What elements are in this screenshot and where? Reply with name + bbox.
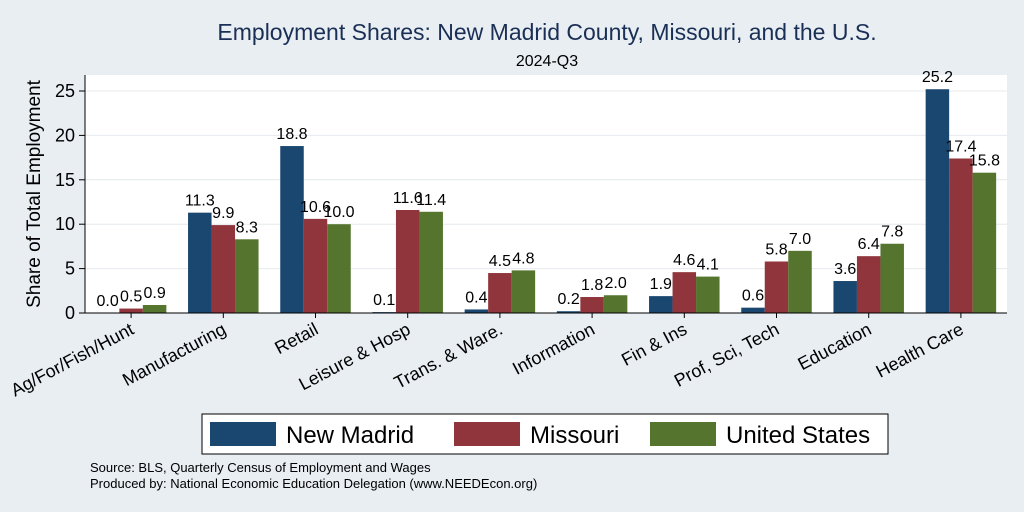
legend: New Madrid Missouri United States (201, 413, 889, 455)
data-label: 0.1 (373, 292, 395, 309)
category-label: Prof, Sci, Tech (671, 319, 783, 391)
bar (741, 307, 765, 313)
category-label: Education (794, 319, 874, 374)
data-label: 3.6 (834, 261, 856, 278)
data-label: 5.8 (765, 241, 787, 258)
bar (488, 273, 512, 313)
bar (833, 281, 857, 313)
data-labels: 0.0 0.5 0.9 11.39.98.3 18.8 10.610.0 0.1 11.611… (96, 69, 1000, 310)
data-label: 17.4 (945, 138, 976, 155)
y-tick-label: 15 (55, 170, 75, 190)
bar (856, 256, 881, 313)
legend-items: New Madrid Missouri United States (210, 422, 870, 449)
data-label: 0.6 (742, 288, 764, 305)
category-label: Information (509, 319, 598, 379)
bar (925, 89, 950, 313)
y-tick-label: 0 (65, 303, 75, 323)
bar (395, 209, 420, 313)
bar (649, 296, 673, 313)
data-label: 0.4 (465, 289, 487, 306)
bar (556, 311, 581, 313)
legend-label: New Madrid (286, 422, 414, 449)
data-label: 11.4 (416, 192, 446, 209)
bar (119, 308, 143, 313)
data-label: 4.8 (512, 250, 534, 267)
legend-label: Missouri (530, 422, 619, 449)
data-label: 6.4 (858, 236, 880, 253)
bar (142, 305, 167, 313)
category-label: Health Care (873, 319, 967, 382)
category-label: Manufacturing (119, 319, 229, 390)
data-label: 4.5 (489, 253, 511, 270)
category-label: Ag/For/Fish/Hunt (7, 319, 137, 401)
bar (672, 272, 697, 313)
y-tick-label: 10 (55, 214, 75, 234)
bar (419, 211, 443, 313)
data-label: 18.8 (276, 126, 307, 143)
chart-subtitle: 2024-Q3 (516, 53, 578, 70)
data-label: 7.0 (789, 231, 811, 248)
bar (464, 309, 489, 313)
source-note: Source: BLS, Quarterly Census of Employm… (90, 460, 431, 475)
data-label: 4.1 (697, 257, 719, 274)
data-label: 11.6 (393, 190, 423, 207)
bar (949, 158, 973, 313)
data-label: 25.2 (922, 69, 953, 86)
data-label: 1.8 (581, 277, 603, 294)
legend-swatch (454, 422, 520, 446)
data-label: 2.0 (604, 275, 626, 292)
bar (696, 276, 720, 313)
data-label: 1.9 (650, 276, 672, 293)
data-label: 0.5 (120, 289, 142, 306)
bar (603, 295, 628, 313)
bars (119, 89, 997, 313)
bar (303, 218, 328, 313)
legend-swatch (650, 422, 716, 446)
legend-swatch (210, 422, 276, 446)
bar (511, 270, 536, 313)
chart-title: Employment Shares: New Madrid County, Mi… (217, 19, 876, 45)
data-label: 4.6 (673, 252, 695, 269)
bar (764, 261, 789, 313)
producer-note: Produced by: National Economic Education… (90, 476, 537, 491)
bar (580, 297, 604, 313)
data-label: 10.6 (300, 199, 331, 216)
legend-box (201, 413, 889, 455)
y-axis-label: Share of Total Employment (24, 79, 45, 307)
bar (188, 212, 212, 313)
data-label: 8.3 (236, 219, 258, 236)
y-tick-label: 20 (55, 125, 75, 145)
y-tick-label: 5 (65, 259, 75, 279)
legend-label: United States (726, 422, 870, 449)
data-label: 10.0 (323, 204, 354, 221)
data-label: 0.2 (557, 291, 579, 308)
bar (235, 239, 259, 313)
data-label: 15.8 (969, 153, 1000, 170)
data-label: 11.3 (185, 193, 215, 210)
bar (280, 146, 304, 313)
y-axis-ticks: 0 5 10 15 20 25 (55, 81, 85, 323)
data-label: 0.9 (143, 285, 165, 302)
category-label: Retail (271, 319, 321, 358)
bar (327, 224, 351, 313)
bar (880, 243, 904, 313)
category-label: Fin & Ins (618, 319, 690, 370)
bar (788, 250, 812, 313)
data-label: 0.0 (96, 293, 118, 310)
data-label: 9.9 (212, 205, 234, 222)
bar (972, 172, 997, 313)
data-label: 7.8 (881, 224, 903, 241)
y-tick-label: 25 (55, 81, 75, 101)
bar (211, 225, 236, 313)
